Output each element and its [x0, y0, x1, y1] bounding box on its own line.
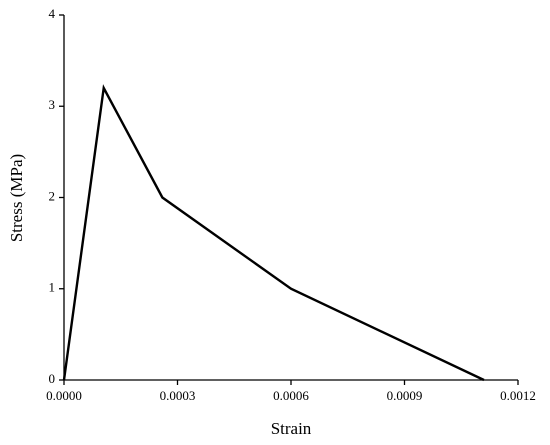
x-tick-label: 0.0009 — [387, 388, 423, 403]
line-series — [62, 84, 485, 382]
x-tick-label: 0.0000 — [46, 388, 82, 403]
y-tick-label: 4 — [49, 6, 56, 21]
x-tick-label: 0.0006 — [273, 388, 309, 403]
y-tick-label: 3 — [49, 97, 56, 112]
x-tick-label: 0.0012 — [500, 388, 536, 403]
x-axis-title: Strain — [271, 419, 312, 438]
y-axis-title: Stress (MPa) — [7, 154, 26, 242]
y-tick-label: 2 — [49, 188, 56, 203]
x-tick-label: 0.0003 — [160, 388, 196, 403]
y-tick-label: 1 — [49, 280, 56, 295]
y-tick-label: 0 — [49, 371, 56, 386]
